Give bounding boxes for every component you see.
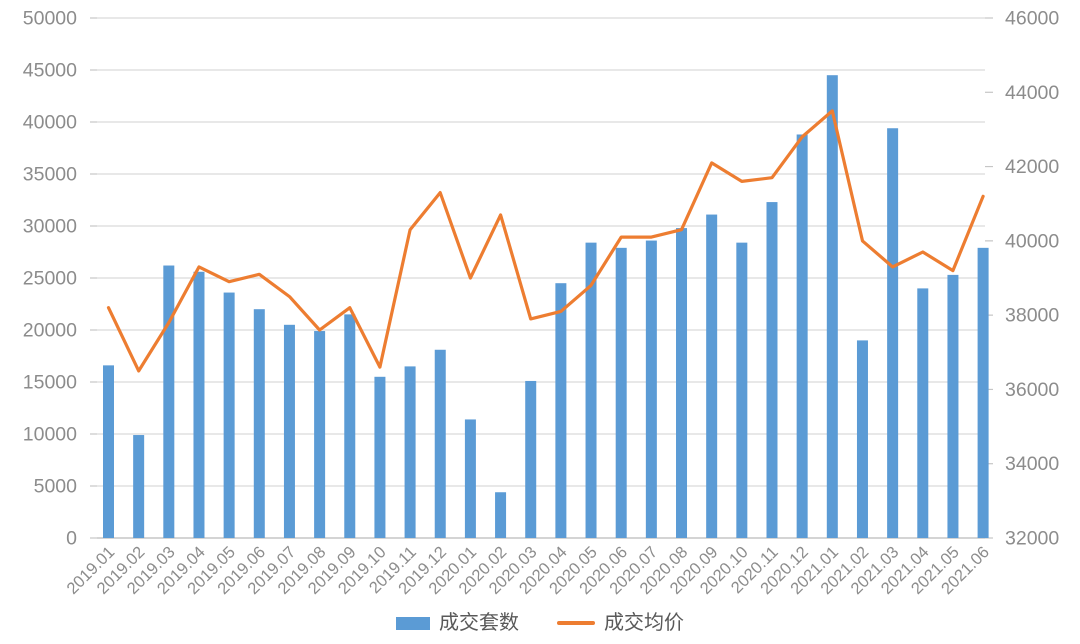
- right-axis-tick-label: 32000: [1005, 528, 1059, 550]
- left-axis-tick-label: 25000: [23, 268, 77, 290]
- bar-2020.11: [766, 202, 778, 538]
- right-axis-tick-label: 34000: [1005, 453, 1059, 475]
- left-axis-tick-label: 40000: [23, 112, 77, 134]
- legend-item-line: 成交均价: [557, 613, 684, 633]
- bar-2020.05: [585, 242, 597, 538]
- bar-2019.01: [103, 365, 114, 538]
- left-axis-tick-label: 0: [66, 528, 77, 550]
- bar-2021.01: [826, 75, 838, 538]
- bar-2019.11: [404, 366, 416, 538]
- bar-2020.07: [645, 240, 657, 538]
- left-axis-tick-label: 45000: [23, 60, 77, 82]
- left-axis-tick-label: 15000: [23, 372, 77, 394]
- bar-2020.03: [525, 380, 537, 538]
- bar-2020.01: [464, 419, 476, 538]
- bar-2019.08: [314, 331, 326, 538]
- bar-2019.07: [283, 324, 295, 538]
- right-axis-tick-label: 38000: [1005, 305, 1059, 327]
- left-axis-tick-label: 30000: [23, 216, 77, 238]
- bar-2020.08: [676, 228, 688, 538]
- right-axis-tick-label: 40000: [1005, 230, 1059, 252]
- left-axis-tick-label: 50000: [23, 8, 77, 30]
- left-axis-tick-label: 10000: [23, 424, 77, 446]
- right-axis-tick-label: 44000: [1005, 82, 1059, 104]
- legend-item-bars: 成交套数: [396, 613, 519, 633]
- legend-label: 成交套数: [439, 612, 519, 634]
- bar-2021.02: [856, 340, 868, 538]
- bar-2020.04: [555, 283, 567, 538]
- bar-2020.12: [796, 134, 808, 539]
- legend-label: 成交均价: [604, 612, 684, 634]
- price-line: [106, 109, 985, 373]
- bar-2020.06: [615, 247, 627, 538]
- bar-2019.09: [344, 314, 356, 538]
- bar-2020.10: [736, 242, 748, 538]
- bar-2019.06: [253, 309, 265, 538]
- bar-2019.12: [434, 349, 446, 538]
- bar-2021.03: [887, 128, 899, 539]
- bar-2019.10: [374, 376, 386, 538]
- bar-series-swatch-icon: [396, 616, 430, 630]
- bar-2019.05: [223, 292, 235, 538]
- bar-2020.02: [495, 492, 507, 538]
- bar-2019.02: [133, 435, 145, 538]
- bar-2020.09: [706, 214, 718, 538]
- left-axis-tick-label: 5000: [34, 476, 78, 498]
- bar-2019.03: [163, 265, 175, 538]
- line-series-swatch-icon: [557, 621, 595, 625]
- left-axis-tick-label: 35000: [23, 164, 77, 186]
- legend: 成交套数 成交均价: [0, 608, 1080, 638]
- bar-2021.06: [977, 247, 989, 538]
- right-axis-tick-label: 36000: [1005, 379, 1059, 401]
- right-axis-tick-label: 46000: [1005, 8, 1059, 30]
- bar-2021.04: [917, 288, 929, 538]
- bar-2019.04: [193, 271, 205, 538]
- right-axis-tick-label: 42000: [1005, 156, 1059, 178]
- bar-2021.05: [947, 274, 959, 538]
- left-axis-tick-label: 20000: [23, 320, 77, 342]
